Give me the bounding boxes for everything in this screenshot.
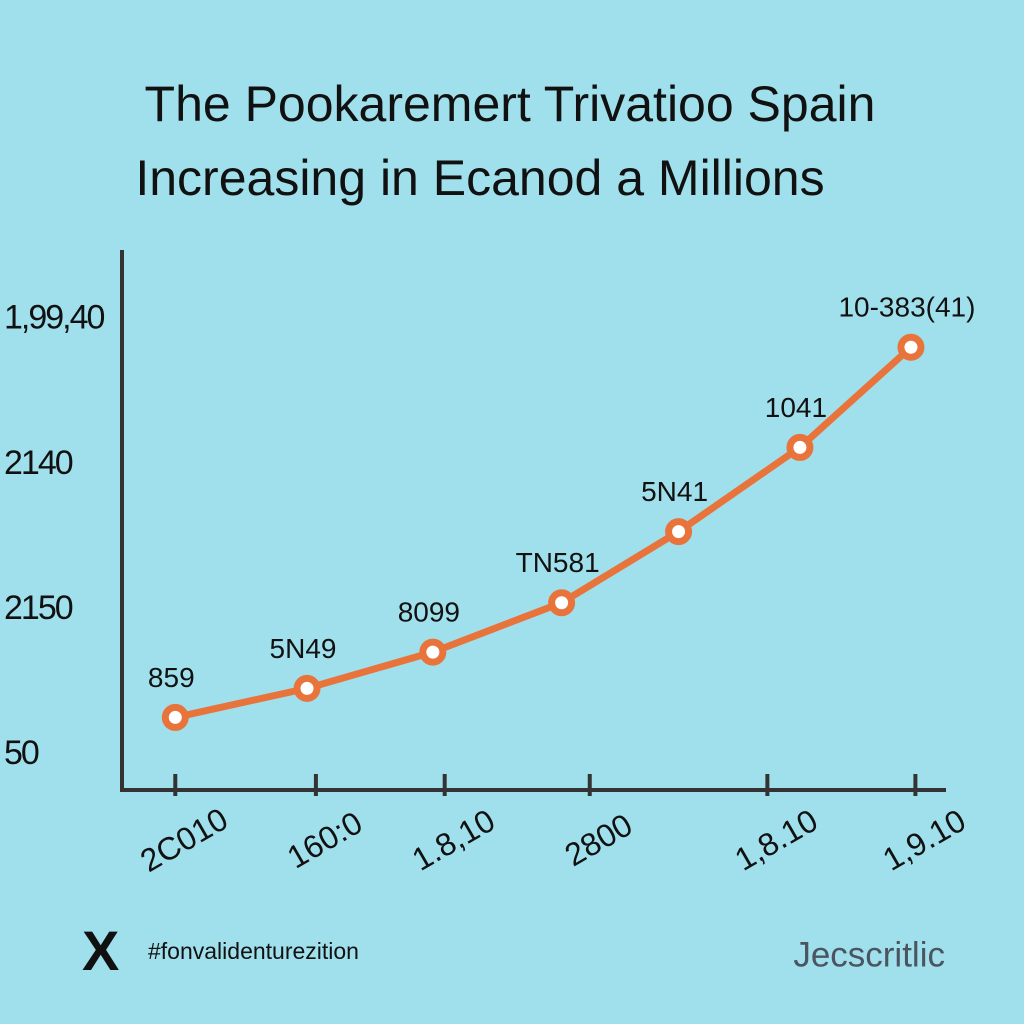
point-label: 859 [148,662,195,693]
logo: X [82,919,119,982]
marker [161,703,189,731]
point-label: TN581 [516,547,600,578]
point-label: 5N49 [270,633,337,664]
y-tick-label: 1,99,40 [4,299,105,337]
hashtag: #fonvalidenturezition [148,938,359,964]
marker [897,333,925,361]
y-tick-label: 50 [4,734,39,772]
point-label: 5N41 [641,476,708,507]
y-tick-label: 2150 [4,589,73,627]
marker [548,589,576,617]
brand: Jecscritlic [793,935,945,974]
chart-title: The Pookaremert Trivatioo Spain [145,76,876,132]
chart-title: Increasing in Ecanod a Millions [135,150,824,206]
point-label: 10-383(41) [838,292,975,323]
point-label: 1041 [765,392,827,423]
y-tick-label: 2140 [4,444,73,482]
marker [293,674,321,702]
marker [786,433,814,461]
marker [665,518,693,546]
marker [419,638,447,666]
point-label: 8099 [398,596,460,627]
